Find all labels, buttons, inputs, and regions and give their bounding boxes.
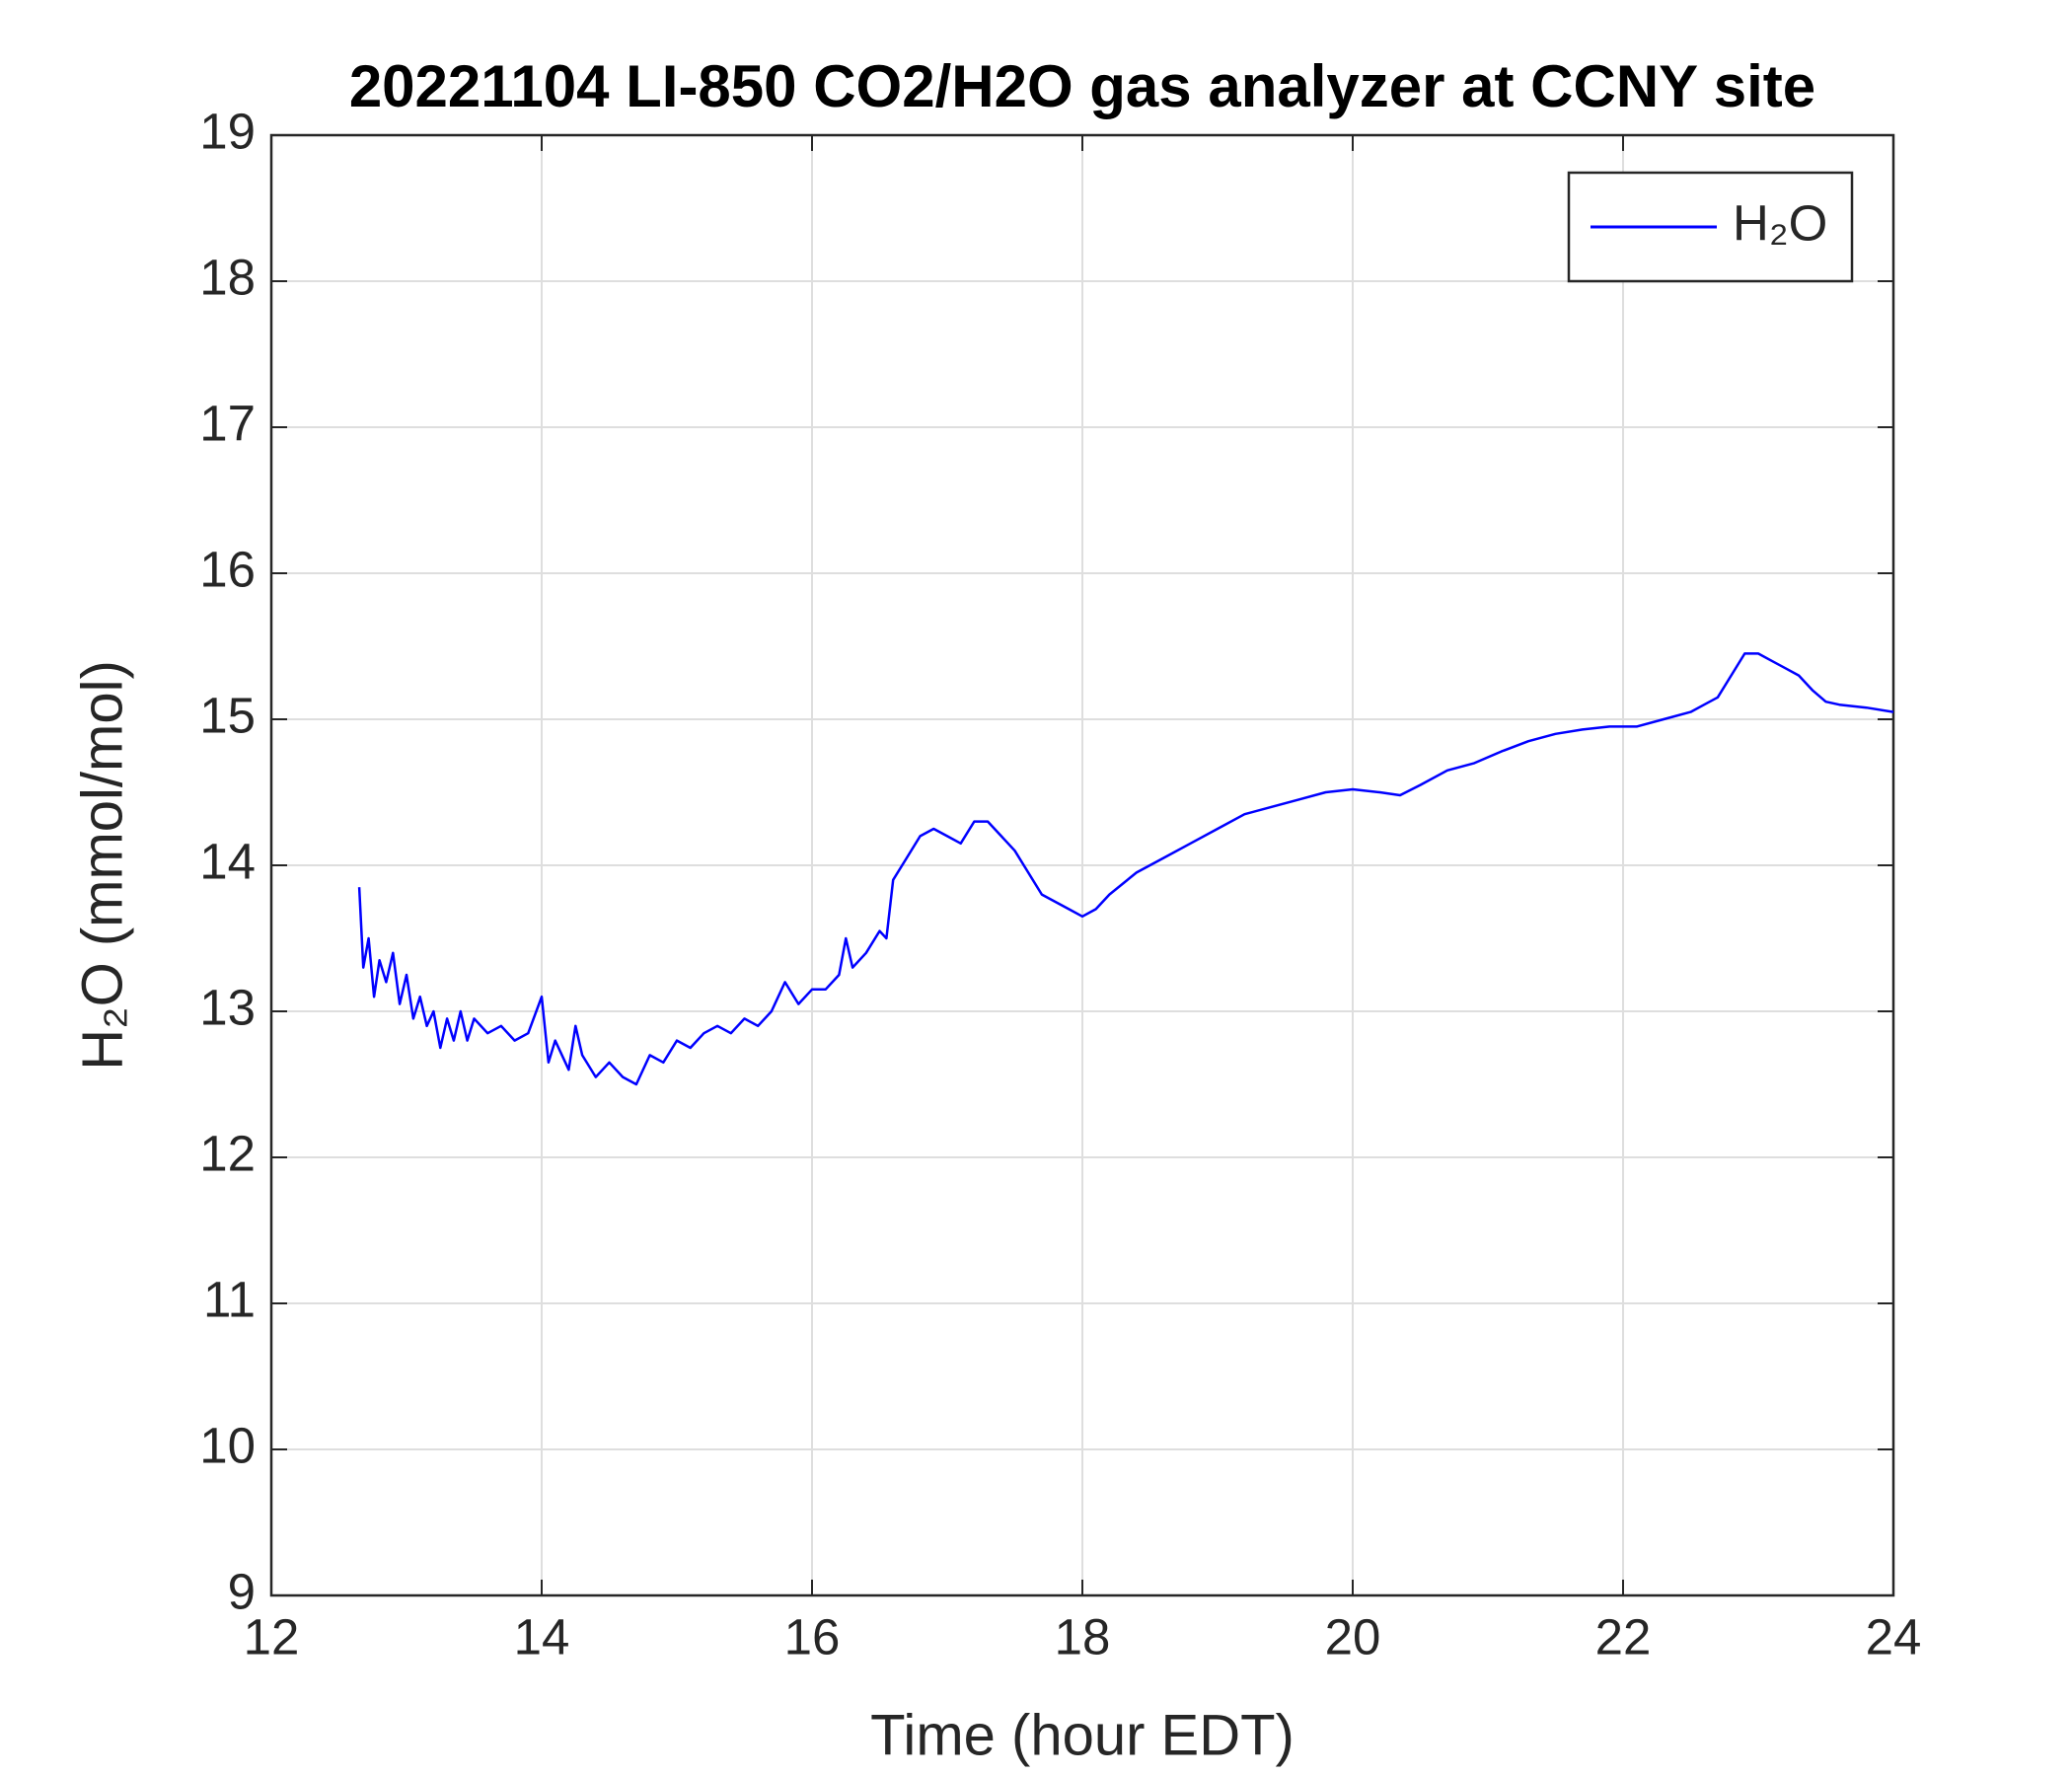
chart-title: 20221104 LI-850 CO2/H2O gas analyzer at …: [349, 53, 1815, 119]
y-tick-label: 9: [228, 1563, 256, 1619]
x-tick-label: 20: [1325, 1608, 1381, 1665]
x-axis-label: Time (hour EDT): [870, 1703, 1295, 1767]
y-axis-label: H₂O (mmol/mol): [70, 660, 134, 1071]
x-tick-label: 16: [784, 1608, 841, 1665]
x-tick-label: 14: [514, 1608, 570, 1665]
y-tick-label: 10: [199, 1417, 256, 1473]
legend-label: H₂O: [1733, 194, 1827, 251]
x-tick-label: 18: [1055, 1608, 1111, 1665]
data-line: [357, 652, 1894, 1086]
y-tick-label: 15: [199, 687, 256, 743]
y-tick-label: 18: [199, 249, 256, 305]
y-tick-label: 17: [199, 395, 256, 451]
y-tick-label: 19: [199, 103, 256, 159]
y-tick-label: 13: [199, 979, 256, 1035]
x-tick-label: 22: [1595, 1608, 1652, 1665]
x-tick-label: 24: [1866, 1608, 1922, 1665]
y-tick-label: 11: [203, 1271, 256, 1327]
y-tick-label: 14: [199, 833, 256, 889]
y-tick-label: 16: [199, 541, 256, 597]
plot-frame: [269, 133, 1895, 1597]
x-tick-label: 12: [244, 1608, 300, 1665]
y-tick-label: 12: [199, 1125, 256, 1181]
